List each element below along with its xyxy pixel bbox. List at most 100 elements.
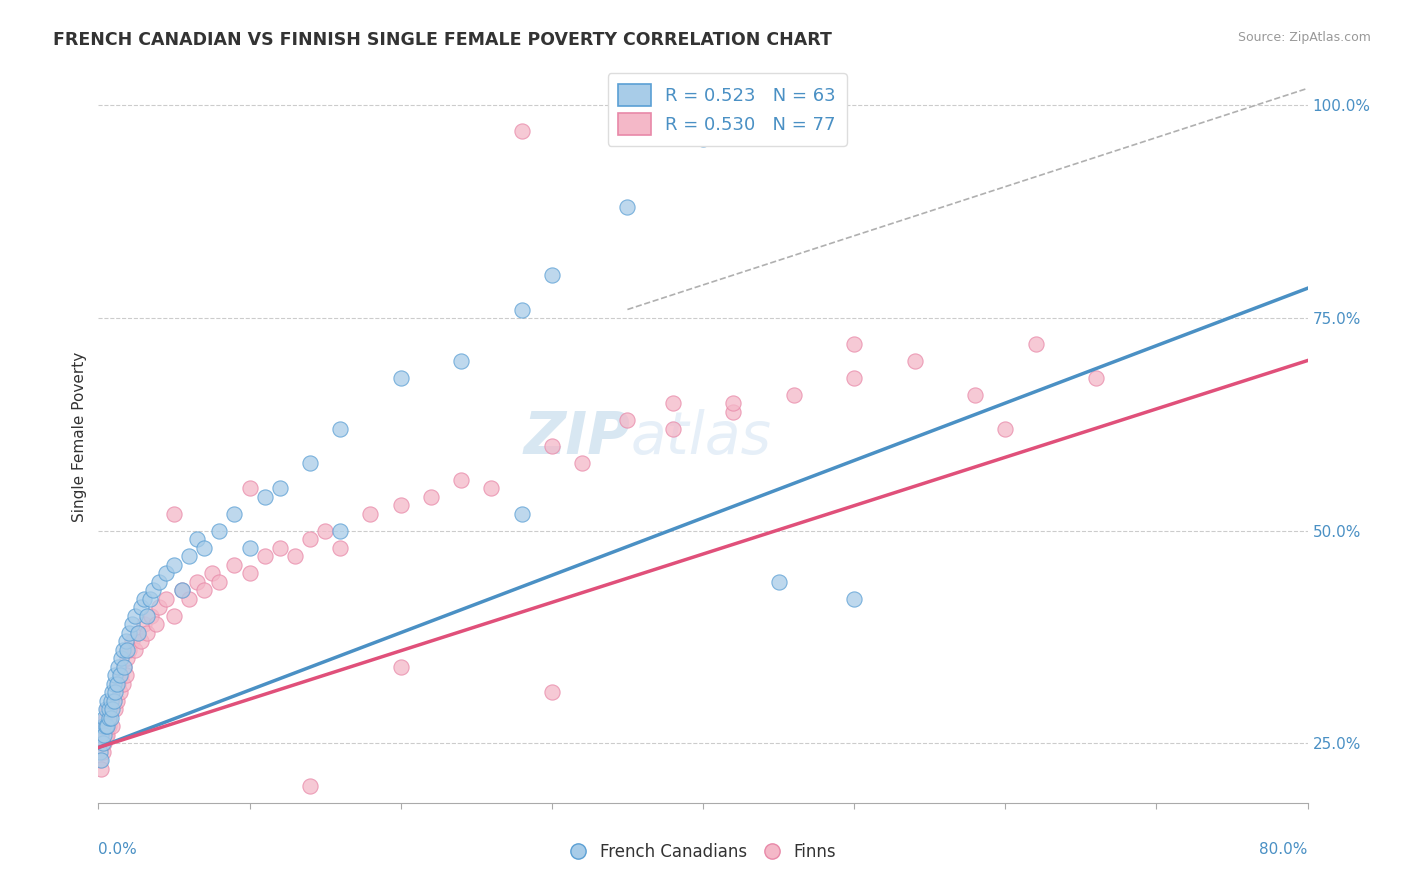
Point [127, 625, 149, 640]
Point [360, 507, 382, 521]
Point [103, 694, 125, 708]
Point [723, 396, 745, 410]
Point [121, 617, 143, 632]
Point [148, 574, 170, 589]
Point [723, 404, 745, 418]
Point [90, 762, 112, 776]
Point [96, 702, 118, 716]
Point [135, 608, 157, 623]
Y-axis label: Single Female Poverty: Single Female Poverty [72, 352, 87, 522]
Point [420, 490, 443, 504]
Point [510, 507, 533, 521]
Point [118, 625, 141, 640]
Point [994, 421, 1017, 435]
Point [269, 541, 291, 555]
Text: FRENCH CANADIAN VS FINNISH SINGLE FEMALE POVERTY CORRELATION CHART: FRENCH CANADIAN VS FINNISH SINGLE FEMALE… [53, 31, 832, 49]
Point [112, 659, 135, 673]
Point [104, 685, 127, 699]
Point [114, 634, 136, 648]
Point [186, 574, 208, 589]
Point [90, 753, 112, 767]
Point [450, 473, 472, 487]
Point [105, 694, 128, 708]
Point [100, 694, 122, 708]
Point [139, 591, 162, 606]
Point [145, 617, 167, 632]
Point [155, 566, 177, 581]
Point [224, 507, 246, 521]
Point [904, 353, 927, 368]
Point [299, 456, 322, 470]
Point [163, 558, 186, 572]
Point [94, 719, 117, 733]
Point [93, 719, 115, 733]
Point [107, 677, 129, 691]
Point [299, 779, 322, 793]
Point [100, 702, 122, 716]
Point [124, 608, 146, 623]
Point [389, 370, 412, 384]
Point [269, 481, 291, 495]
Point [129, 634, 152, 648]
Point [94, 711, 117, 725]
Point [510, 124, 533, 138]
Point [201, 566, 224, 581]
Point [239, 566, 262, 581]
Point [110, 668, 132, 682]
Point [103, 677, 125, 691]
Point [96, 728, 118, 742]
Point [284, 549, 307, 563]
Point [127, 625, 149, 640]
Point [155, 591, 177, 606]
Point [965, 387, 987, 401]
Point [239, 481, 262, 495]
Point [112, 659, 135, 673]
Point [111, 677, 134, 691]
Point [96, 719, 118, 733]
Point [193, 541, 215, 555]
Point [101, 685, 124, 699]
Point [170, 583, 193, 598]
Point [110, 651, 132, 665]
Point [661, 396, 683, 410]
Point [114, 668, 136, 682]
Point [208, 524, 231, 538]
Point [193, 583, 215, 598]
Point [481, 481, 503, 495]
Point [135, 625, 157, 640]
Point [115, 651, 138, 665]
Point [844, 591, 866, 606]
Point [94, 728, 117, 742]
Point [450, 353, 472, 368]
Point [148, 600, 170, 615]
Point [89, 753, 111, 767]
Text: 0.0%: 0.0% [98, 842, 138, 856]
Point [105, 677, 128, 691]
Point [101, 719, 124, 733]
Point [91, 719, 114, 733]
Point [661, 421, 683, 435]
Point [121, 634, 143, 648]
Point [179, 549, 201, 563]
Point [329, 421, 352, 435]
Point [1024, 336, 1046, 351]
Point [170, 583, 193, 598]
Point [163, 507, 186, 521]
Point [118, 642, 141, 657]
Point [844, 336, 866, 351]
Point [132, 617, 155, 632]
Point [253, 490, 276, 504]
Point [108, 668, 131, 682]
Point [186, 532, 208, 546]
Point [141, 608, 163, 623]
Point [299, 532, 322, 546]
Point [94, 702, 117, 716]
Point [98, 702, 121, 716]
Legend: French Canadians, Finns: French Canadians, Finns [564, 837, 842, 868]
Point [224, 558, 246, 572]
Point [98, 719, 121, 733]
Point [132, 591, 155, 606]
Text: 80.0%: 80.0% [1260, 842, 1308, 856]
Point [91, 736, 114, 750]
Point [107, 659, 129, 673]
